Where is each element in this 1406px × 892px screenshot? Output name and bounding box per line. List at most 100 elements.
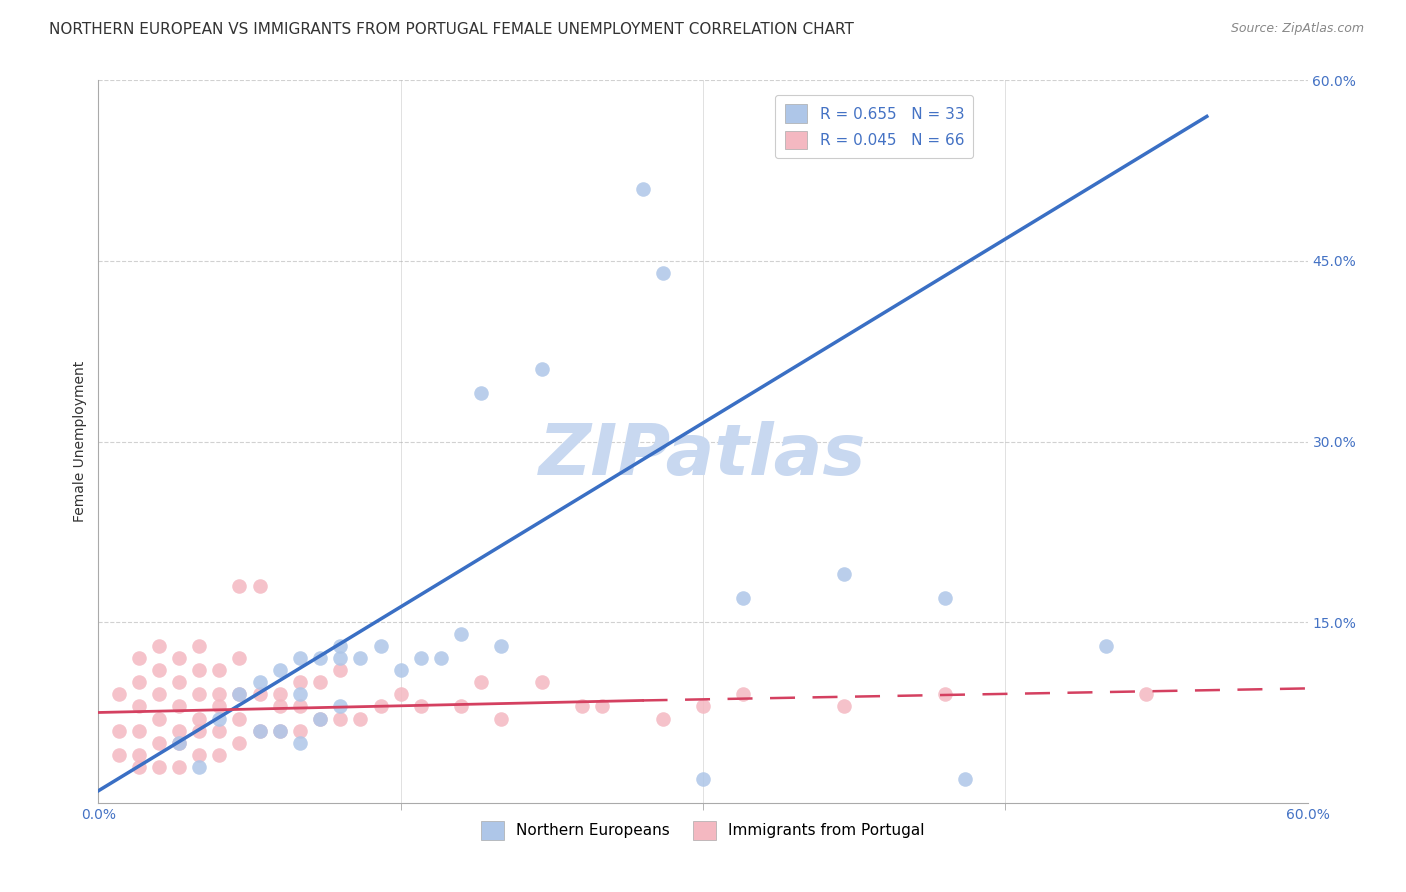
Point <box>269 664 291 678</box>
Point <box>470 386 492 401</box>
Point <box>228 712 250 726</box>
Point <box>128 747 150 762</box>
Point <box>188 747 211 762</box>
Point <box>329 651 352 665</box>
Point <box>692 772 714 786</box>
Point <box>167 675 190 690</box>
Point <box>491 712 513 726</box>
Point <box>228 687 250 701</box>
Point <box>148 735 170 749</box>
Point <box>733 591 755 605</box>
Point <box>450 699 472 714</box>
Point <box>370 699 392 714</box>
Point <box>832 699 855 714</box>
Point <box>288 651 311 665</box>
Point <box>370 639 392 653</box>
Point <box>208 747 231 762</box>
Point <box>208 687 231 701</box>
Text: NORTHERN EUROPEAN VS IMMIGRANTS FROM PORTUGAL FEMALE UNEMPLOYMENT CORRELATION CH: NORTHERN EUROPEAN VS IMMIGRANTS FROM POR… <box>49 22 853 37</box>
Text: Source: ZipAtlas.com: Source: ZipAtlas.com <box>1230 22 1364 36</box>
Point <box>128 651 150 665</box>
Point <box>389 664 412 678</box>
Point <box>249 723 271 738</box>
Point <box>409 651 432 665</box>
Point <box>249 687 271 701</box>
Point <box>591 699 613 714</box>
Point <box>1095 639 1118 653</box>
Point <box>631 181 654 195</box>
Point <box>953 772 976 786</box>
Point <box>832 567 855 582</box>
Point <box>167 723 190 738</box>
Point <box>349 651 371 665</box>
Text: ZIPatlas: ZIPatlas <box>540 422 866 491</box>
Point <box>329 712 352 726</box>
Point <box>188 723 211 738</box>
Point <box>208 664 231 678</box>
Legend: Northern Europeans, Immigrants from Portugal: Northern Europeans, Immigrants from Port… <box>475 815 931 846</box>
Point <box>288 723 311 738</box>
Point <box>430 651 453 665</box>
Point <box>288 699 311 714</box>
Point <box>167 651 190 665</box>
Point <box>167 735 190 749</box>
Point <box>228 735 250 749</box>
Point <box>450 627 472 641</box>
Point <box>107 687 129 701</box>
Point <box>309 675 332 690</box>
Point <box>128 760 150 774</box>
Point <box>148 664 170 678</box>
Point <box>188 664 211 678</box>
Point <box>148 687 170 701</box>
Point <box>389 687 412 701</box>
Point <box>167 735 190 749</box>
Point <box>249 675 271 690</box>
Point <box>269 699 291 714</box>
Point <box>329 639 352 653</box>
Point <box>733 687 755 701</box>
Point <box>934 591 956 605</box>
Point <box>692 699 714 714</box>
Point <box>167 760 190 774</box>
Point <box>329 699 352 714</box>
Point <box>349 712 371 726</box>
Point <box>491 639 513 653</box>
Point <box>208 723 231 738</box>
Point <box>148 712 170 726</box>
Point <box>228 651 250 665</box>
Point <box>128 675 150 690</box>
Point <box>208 699 231 714</box>
Point <box>651 266 673 280</box>
Point <box>309 712 332 726</box>
Point <box>288 675 311 690</box>
Point <box>107 723 129 738</box>
Point <box>309 651 332 665</box>
Point <box>167 699 190 714</box>
Point <box>188 712 211 726</box>
Point <box>288 687 311 701</box>
Point <box>571 699 593 714</box>
Point <box>128 723 150 738</box>
Point <box>530 675 553 690</box>
Point <box>934 687 956 701</box>
Point <box>107 747 129 762</box>
Y-axis label: Female Unemployment: Female Unemployment <box>73 361 87 522</box>
Point <box>1135 687 1157 701</box>
Point <box>128 699 150 714</box>
Point <box>269 723 291 738</box>
Point <box>651 712 673 726</box>
Point <box>228 687 250 701</box>
Point <box>188 687 211 701</box>
Point <box>249 579 271 593</box>
Point <box>530 362 553 376</box>
Point <box>208 712 231 726</box>
Point <box>188 639 211 653</box>
Point <box>309 712 332 726</box>
Point <box>148 639 170 653</box>
Point <box>288 735 311 749</box>
Point <box>470 675 492 690</box>
Point <box>188 760 211 774</box>
Point <box>228 579 250 593</box>
Point <box>249 723 271 738</box>
Point <box>409 699 432 714</box>
